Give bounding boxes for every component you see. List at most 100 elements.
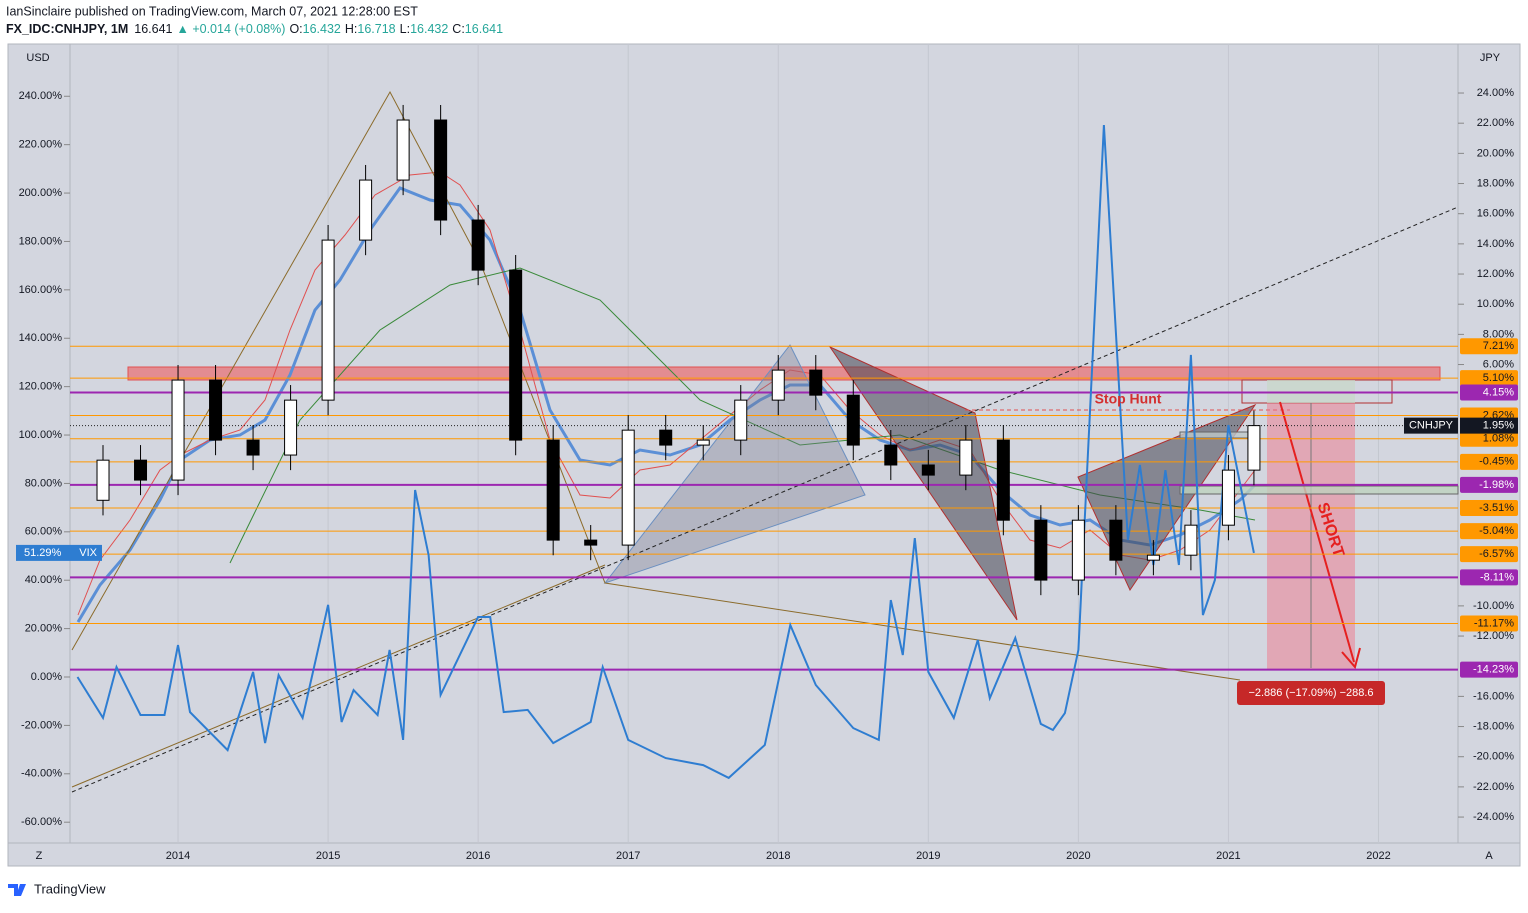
measure-label: −2.886 (−17.09%) −288.6 — [1248, 687, 1373, 699]
scale-button[interactable]: A — [1485, 850, 1493, 862]
ohlc-key: L: — [400, 22, 410, 36]
candle-body — [434, 119, 448, 221]
candle-body — [1034, 519, 1048, 581]
x-tick-label: 2016 — [466, 850, 490, 862]
y-tick-label: 220.00% — [19, 139, 63, 151]
y-tick-label: -60.00% — [21, 816, 62, 828]
candle-body — [396, 119, 410, 181]
y-tick-label: 100.00% — [19, 429, 63, 441]
candle-body — [621, 429, 635, 546]
levels-layer — [70, 345, 1458, 671]
level-label: -0.45% — [1479, 456, 1514, 468]
last-price-label: 1.95% — [1483, 420, 1514, 432]
y2-tick-label: -20.00% — [1473, 751, 1514, 763]
y-tick-label: 240.00% — [19, 90, 63, 102]
level-label: 7.21% — [1483, 340, 1514, 352]
x-tick-label: 2018 — [766, 850, 790, 862]
candle-body — [509, 269, 523, 441]
candle-body — [1146, 554, 1160, 561]
ohlc-value: 16.641 — [465, 22, 503, 36]
x-tick-label: 2015 — [316, 850, 340, 862]
candle-body — [321, 239, 335, 401]
right-axis-unit: JPY — [1480, 52, 1501, 64]
range-box — [1179, 431, 1251, 439]
candle-body — [1184, 524, 1198, 556]
brand-logo — [8, 884, 26, 896]
level-badge — [1460, 453, 1518, 470]
candle-body — [1109, 519, 1123, 561]
candle-body — [284, 399, 298, 456]
level-label: -5.04% — [1479, 525, 1514, 537]
level-badge — [1460, 661, 1518, 678]
ohlc-value: 16.432 — [303, 22, 341, 36]
brand-name: TradingView — [34, 881, 106, 896]
level-badge — [1460, 499, 1518, 516]
level-badge — [1460, 430, 1518, 447]
y2-tick-label: 14.00% — [1477, 238, 1515, 250]
last-price: 16.641 — [134, 22, 172, 36]
candle-body — [246, 439, 260, 456]
y-tick-label: 0.00% — [31, 671, 62, 683]
y-tick-label: 140.00% — [19, 332, 63, 344]
stop-hunt-label: Stop Hunt — [1095, 391, 1162, 407]
y-tick-label: 160.00% — [19, 284, 63, 296]
x-tick-label: 2019 — [916, 850, 940, 862]
candle-body — [209, 379, 223, 441]
level-badge — [1460, 546, 1518, 563]
x-tick-label: 2020 — [1066, 850, 1090, 862]
ohlc-key: O: — [289, 22, 302, 36]
y-tick-label: -40.00% — [21, 768, 62, 780]
trend-line — [71, 206, 1459, 793]
level-label: -14.23% — [1473, 664, 1514, 676]
vix-line — [76, 125, 1255, 780]
y-tick-label: 120.00% — [19, 381, 63, 393]
candle-body — [771, 369, 785, 401]
candle-body — [734, 399, 748, 441]
overlay-value-label: 51.29% — [24, 547, 62, 559]
level-badge — [1460, 476, 1518, 493]
ohlc-key: C: — [452, 22, 465, 36]
series-layer — [76, 104, 1261, 780]
candle-body — [359, 179, 373, 241]
symbol-line: FX_IDC:CNHJPY, 1M 16.641 ▲ +0.014 (+0.08%)… — [6, 22, 503, 36]
y2-tick-label: 16.00% — [1477, 208, 1515, 220]
y-tick-label: 80.00% — [25, 477, 63, 489]
level-label: -1.98% — [1479, 479, 1514, 491]
ohlc-value: 16.718 — [357, 22, 395, 36]
level-label: 5.10% — [1483, 372, 1514, 384]
symbol: FX_IDC:CNHJPY, 1M — [6, 22, 128, 36]
level-badge — [1460, 370, 1518, 387]
y2-tick-label: -10.00% — [1473, 600, 1514, 612]
candle-body — [584, 539, 598, 546]
y2-tick-label: 12.00% — [1477, 268, 1515, 280]
level-label: 4.15% — [1483, 386, 1514, 398]
candle-body — [996, 439, 1010, 521]
candle-body — [959, 439, 973, 476]
scale-button[interactable]: Z — [36, 850, 43, 862]
left-axis-unit: USD — [26, 52, 49, 64]
trend-line — [71, 564, 606, 788]
level-label: -6.57% — [1479, 548, 1514, 560]
candle-body — [546, 439, 560, 541]
y2-tick-label: 20.00% — [1477, 147, 1515, 159]
last-price-badge — [1460, 417, 1518, 434]
y2-tick-label: -16.00% — [1473, 690, 1514, 702]
x-tick-label: 2022 — [1366, 850, 1390, 862]
y-tick-label: 20.00% — [25, 623, 63, 635]
y2-tick-label: 10.00% — [1477, 298, 1515, 310]
level-label: -8.11% — [1480, 571, 1514, 583]
y2-tick-label: 22.00% — [1477, 117, 1515, 129]
y2-tick-label: -22.00% — [1473, 781, 1514, 793]
y-tick-label: 60.00% — [25, 526, 63, 538]
candle-body — [921, 464, 935, 476]
labels-layer: Stop Hunt SHORT −2.886 (−17.09%) −288.6 … — [6, 4, 1518, 896]
candle-body — [659, 429, 673, 446]
y2-tick-label: 8.00% — [1483, 328, 1514, 340]
level-badge — [1460, 523, 1518, 540]
y2-tick-label: 6.00% — [1483, 358, 1514, 370]
x-tick-label: 2017 — [616, 850, 640, 862]
candle-body — [846, 394, 860, 446]
overlay-badge — [16, 544, 102, 561]
